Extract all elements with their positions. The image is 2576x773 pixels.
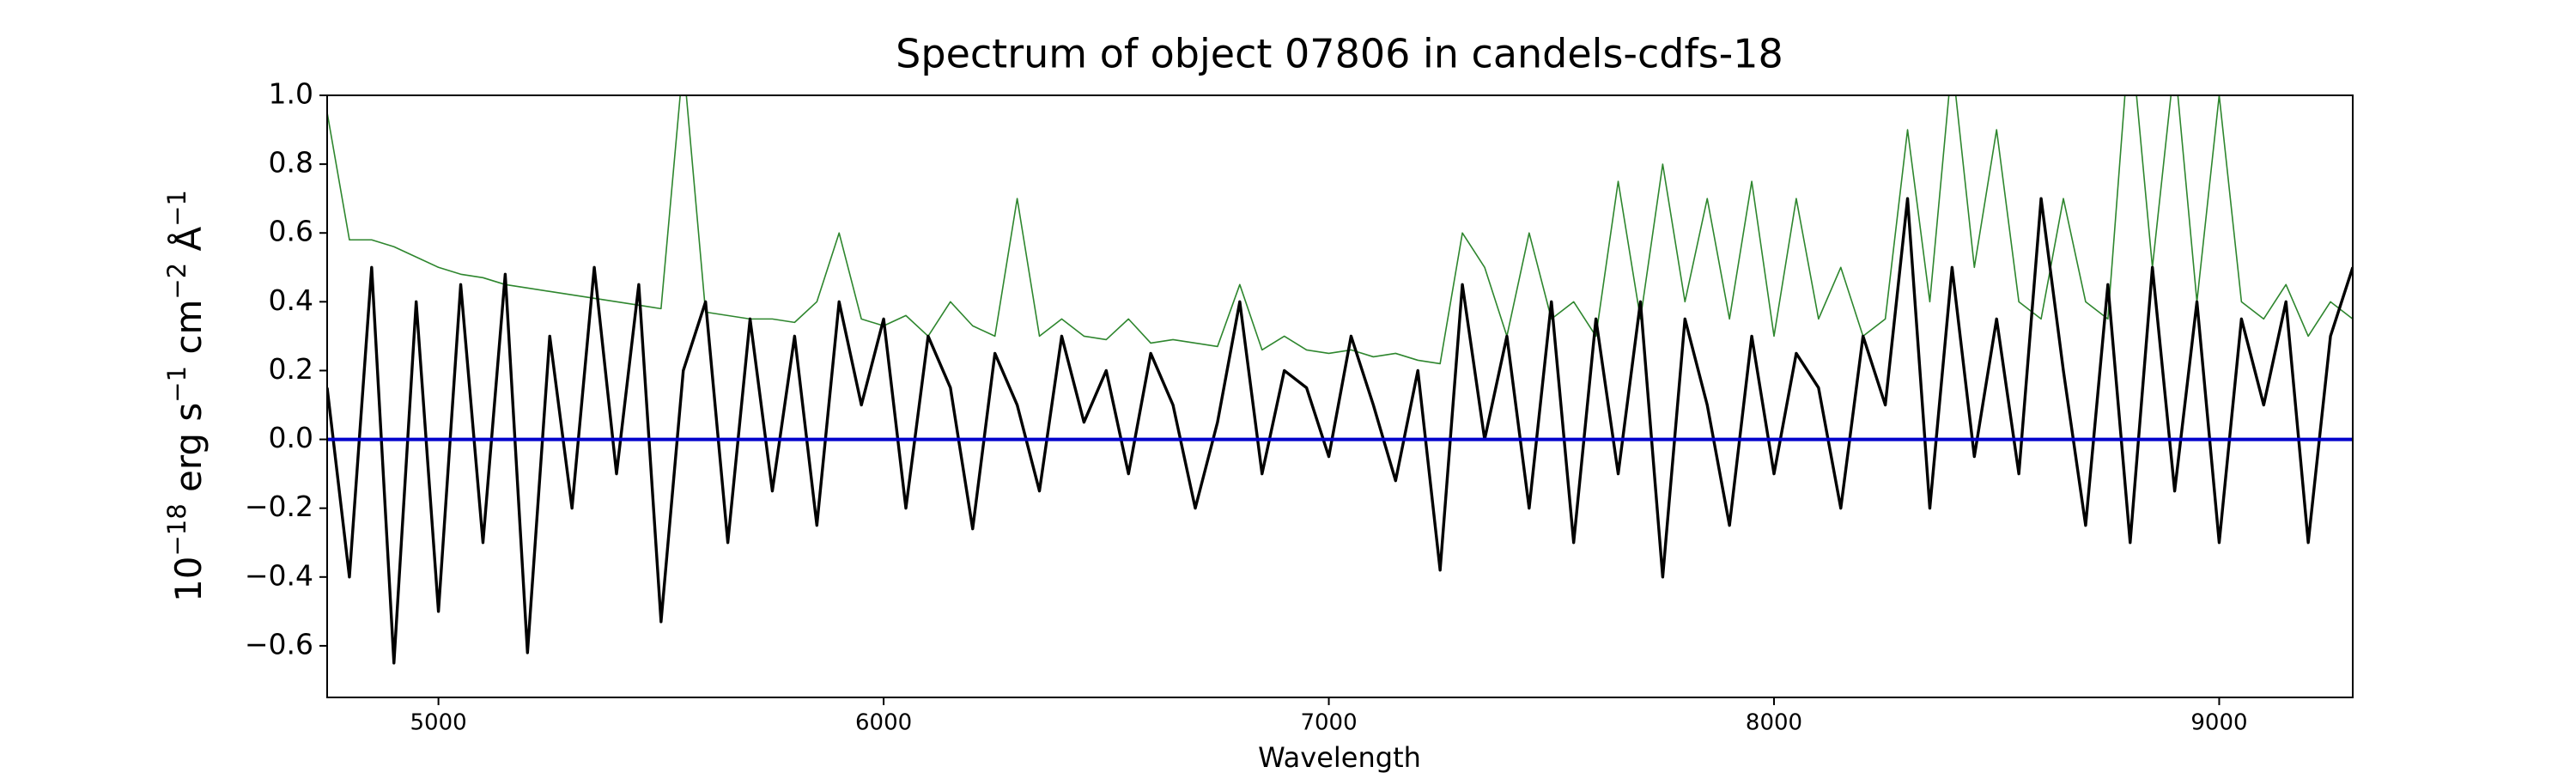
y-axis-label: 10−18 erg s−1 cm−2 Å−1 [162, 190, 210, 602]
y-tick-label: 0.2 [269, 352, 313, 386]
spectrum-line [327, 95, 2353, 365]
plot-frame [326, 94, 2354, 698]
x-tick-label: 9000 [2190, 710, 2247, 736]
x-tick-label: 6000 [855, 710, 912, 736]
y-tick-label: 0.0 [269, 421, 313, 454]
y-tick-label: 0.6 [269, 215, 313, 248]
y-tick-label: −0.2 [245, 490, 313, 523]
chart-title: Spectrum of object 07806 in candels-cdfs… [896, 31, 1783, 77]
y-label-text: Å [167, 227, 210, 263]
y-tick-label: 0.8 [269, 146, 313, 180]
y-label-sup: −2 [162, 263, 191, 300]
y-label-sup: −18 [162, 503, 191, 556]
y-label-sup: −1 [162, 366, 191, 403]
y-label-text: 10 [167, 557, 210, 602]
plot-lines [327, 95, 2353, 665]
y-tick-label: −0.6 [245, 627, 313, 660]
x-tick-label: 7000 [1300, 710, 1357, 736]
x-axis-label: Wavelength [1258, 741, 1421, 773]
y-tick-label: 1.0 [269, 77, 313, 111]
y-label-text: erg s [167, 403, 210, 504]
y-tick-label: 0.4 [269, 283, 313, 317]
y-label-text: cm [167, 300, 210, 366]
x-tick-label: 5000 [410, 710, 467, 736]
spectrum-line [327, 197, 2353, 665]
y-tick-label: −0.4 [245, 558, 313, 592]
y-label-sup: −1 [162, 190, 191, 227]
x-tick-label: 8000 [1746, 710, 1802, 736]
